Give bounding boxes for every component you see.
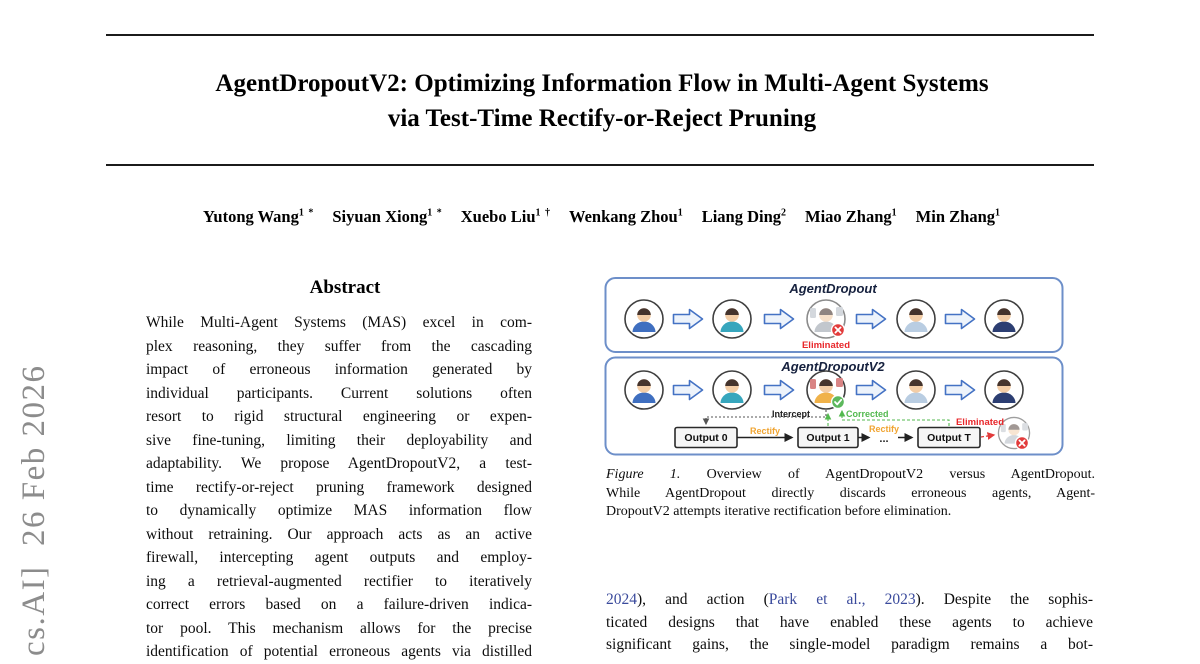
text-segment: ). Despite the sophis- (915, 591, 1093, 608)
text-line: firewall, intercepting agent outputs and… (146, 549, 532, 566)
title-rule (106, 164, 1094, 167)
abstract-heading: Abstract (309, 277, 381, 298)
error-badge-icon (1014, 435, 1030, 451)
text-line: significant gains, the single-model para… (606, 634, 1093, 657)
text-line: identification of potential erroneous ag… (146, 643, 532, 660)
author: Xuebo Liu1 † (460, 207, 551, 226)
text-line: 2024), and action (Park et al., 2023). D… (606, 589, 1093, 612)
intercept-label: Intercept (772, 409, 810, 419)
output-box-T (917, 426, 981, 449)
author: Liang Ding2 (701, 207, 788, 226)
agent-avatar-icon (712, 370, 752, 410)
text-line: to dynamically optimize MAS information … (146, 502, 532, 519)
text-segment: Figure 1. (606, 467, 681, 482)
author: Siyuan Xiong1 * (332, 207, 443, 226)
text-line: ing a retrieval-augmented rectifier to i… (146, 572, 532, 590)
check-badge-icon (830, 394, 846, 410)
agent-avatar-icon (896, 370, 936, 410)
agent-avatar-icon (896, 299, 936, 339)
text-line: sive fine-tuning, limiting their deploya… (146, 431, 532, 449)
citation-link[interactable]: 2024 (606, 591, 637, 608)
panel1-title: AgentDropout (788, 281, 877, 296)
paper-title: AgentDropoutV2: Optimizing Information F… (108, 66, 1096, 136)
paper-title-line1: AgentDropoutV2: Optimizing Information F… (215, 70, 989, 97)
text-line: time rectify-or-reject pruning framework… (146, 478, 532, 496)
text-segment: DropoutV2 attempts iterative rectificati… (606, 504, 952, 519)
corrected-label: Corrected (846, 409, 889, 419)
eliminated-label: Eliminated (802, 340, 850, 351)
author: Yutong Wang1 * (203, 207, 315, 226)
text-line: adaptability. We propose AgentDropoutV2,… (146, 455, 532, 472)
text-line: impact of erroneous information generate… (146, 361, 532, 378)
text-segment: ), and action ( (637, 591, 769, 608)
eliminated-label: Eliminated (956, 417, 1004, 428)
text-line: While AgentDropout directly discards err… (606, 485, 1095, 504)
rectify-label: Rectify (750, 426, 780, 436)
agent-avatar-icon (624, 299, 664, 339)
text-line: ticated designs that have enabled these … (606, 612, 1093, 635)
text-line: Figure 1. Overview of AgentDropoutV2 ver… (606, 466, 1095, 485)
error-badge-icon (830, 322, 846, 338)
citation-link[interactable]: Park et al., 2023 (768, 591, 916, 608)
text-line: individual participants. Current solutio… (146, 384, 532, 402)
text-segment: significant gains, the single-model para… (606, 636, 1093, 653)
text-line: correct errors based on a failure-driven… (146, 596, 532, 613)
agent-avatar-icon (984, 370, 1024, 410)
text-line: plex reasoning, they suffer from the cas… (146, 337, 532, 355)
text-segment: ticated designs that have enabled these … (606, 613, 1093, 631)
eliminate-arrow (980, 432, 996, 440)
output1-label: Output 1 (806, 432, 849, 444)
abstract-text: While Multi-Agent Systems (MAS) excel in… (146, 311, 532, 664)
arxiv-stamp: cs.AI] 26 Feb 2026 (16, 364, 52, 656)
body-text: 2024), and action (Park et al., 2023). D… (606, 589, 1093, 657)
agent-avatar-icon (984, 299, 1024, 339)
agent-avatar-icon (712, 299, 752, 339)
figure1-graphic: AgentDropout Eliminated AgentDropoutV2 I… (604, 277, 1064, 456)
corrected-connector (838, 409, 950, 426)
top-rule (106, 34, 1094, 37)
rectify-label: Rectify (869, 424, 899, 434)
text-segment: Overview of AgentDropoutV2 versus AgentD… (680, 467, 1095, 482)
outputT-label: Output T (927, 432, 971, 444)
agent-avatar-icon (624, 370, 664, 410)
text-line: While Multi-Agent Systems (MAS) excel in… (146, 314, 532, 331)
text-line: tor pool. This mechanism allows for the … (146, 619, 532, 637)
author: Min Zhang1 (915, 207, 1001, 226)
author-row: Yutong Wang1 * Siyuan Xiong1 * Xuebo Liu1 … (108, 207, 1096, 227)
panel2-title: AgentDropoutV2 (780, 359, 885, 374)
text-line: DropoutV2 attempts iterative rectificati… (606, 503, 1095, 522)
text-segment: While AgentDropout directly discards err… (606, 485, 1095, 501)
ellipsis-label: ... (879, 433, 888, 445)
text-line: resort to rigid structural engineering o… (146, 408, 532, 425)
author: Miao Zhang1 (805, 207, 898, 226)
output0-label: Output 0 (684, 432, 727, 444)
paper-title-line2: via Test-Time Rectify-or-Reject Pruning (387, 105, 817, 132)
author: Wenkang Zhou1 (569, 207, 684, 226)
text-line: without retraining. Our approach acts as… (146, 525, 532, 543)
figure1-caption: Figure 1. Overview of AgentDropoutV2 ver… (606, 466, 1095, 522)
